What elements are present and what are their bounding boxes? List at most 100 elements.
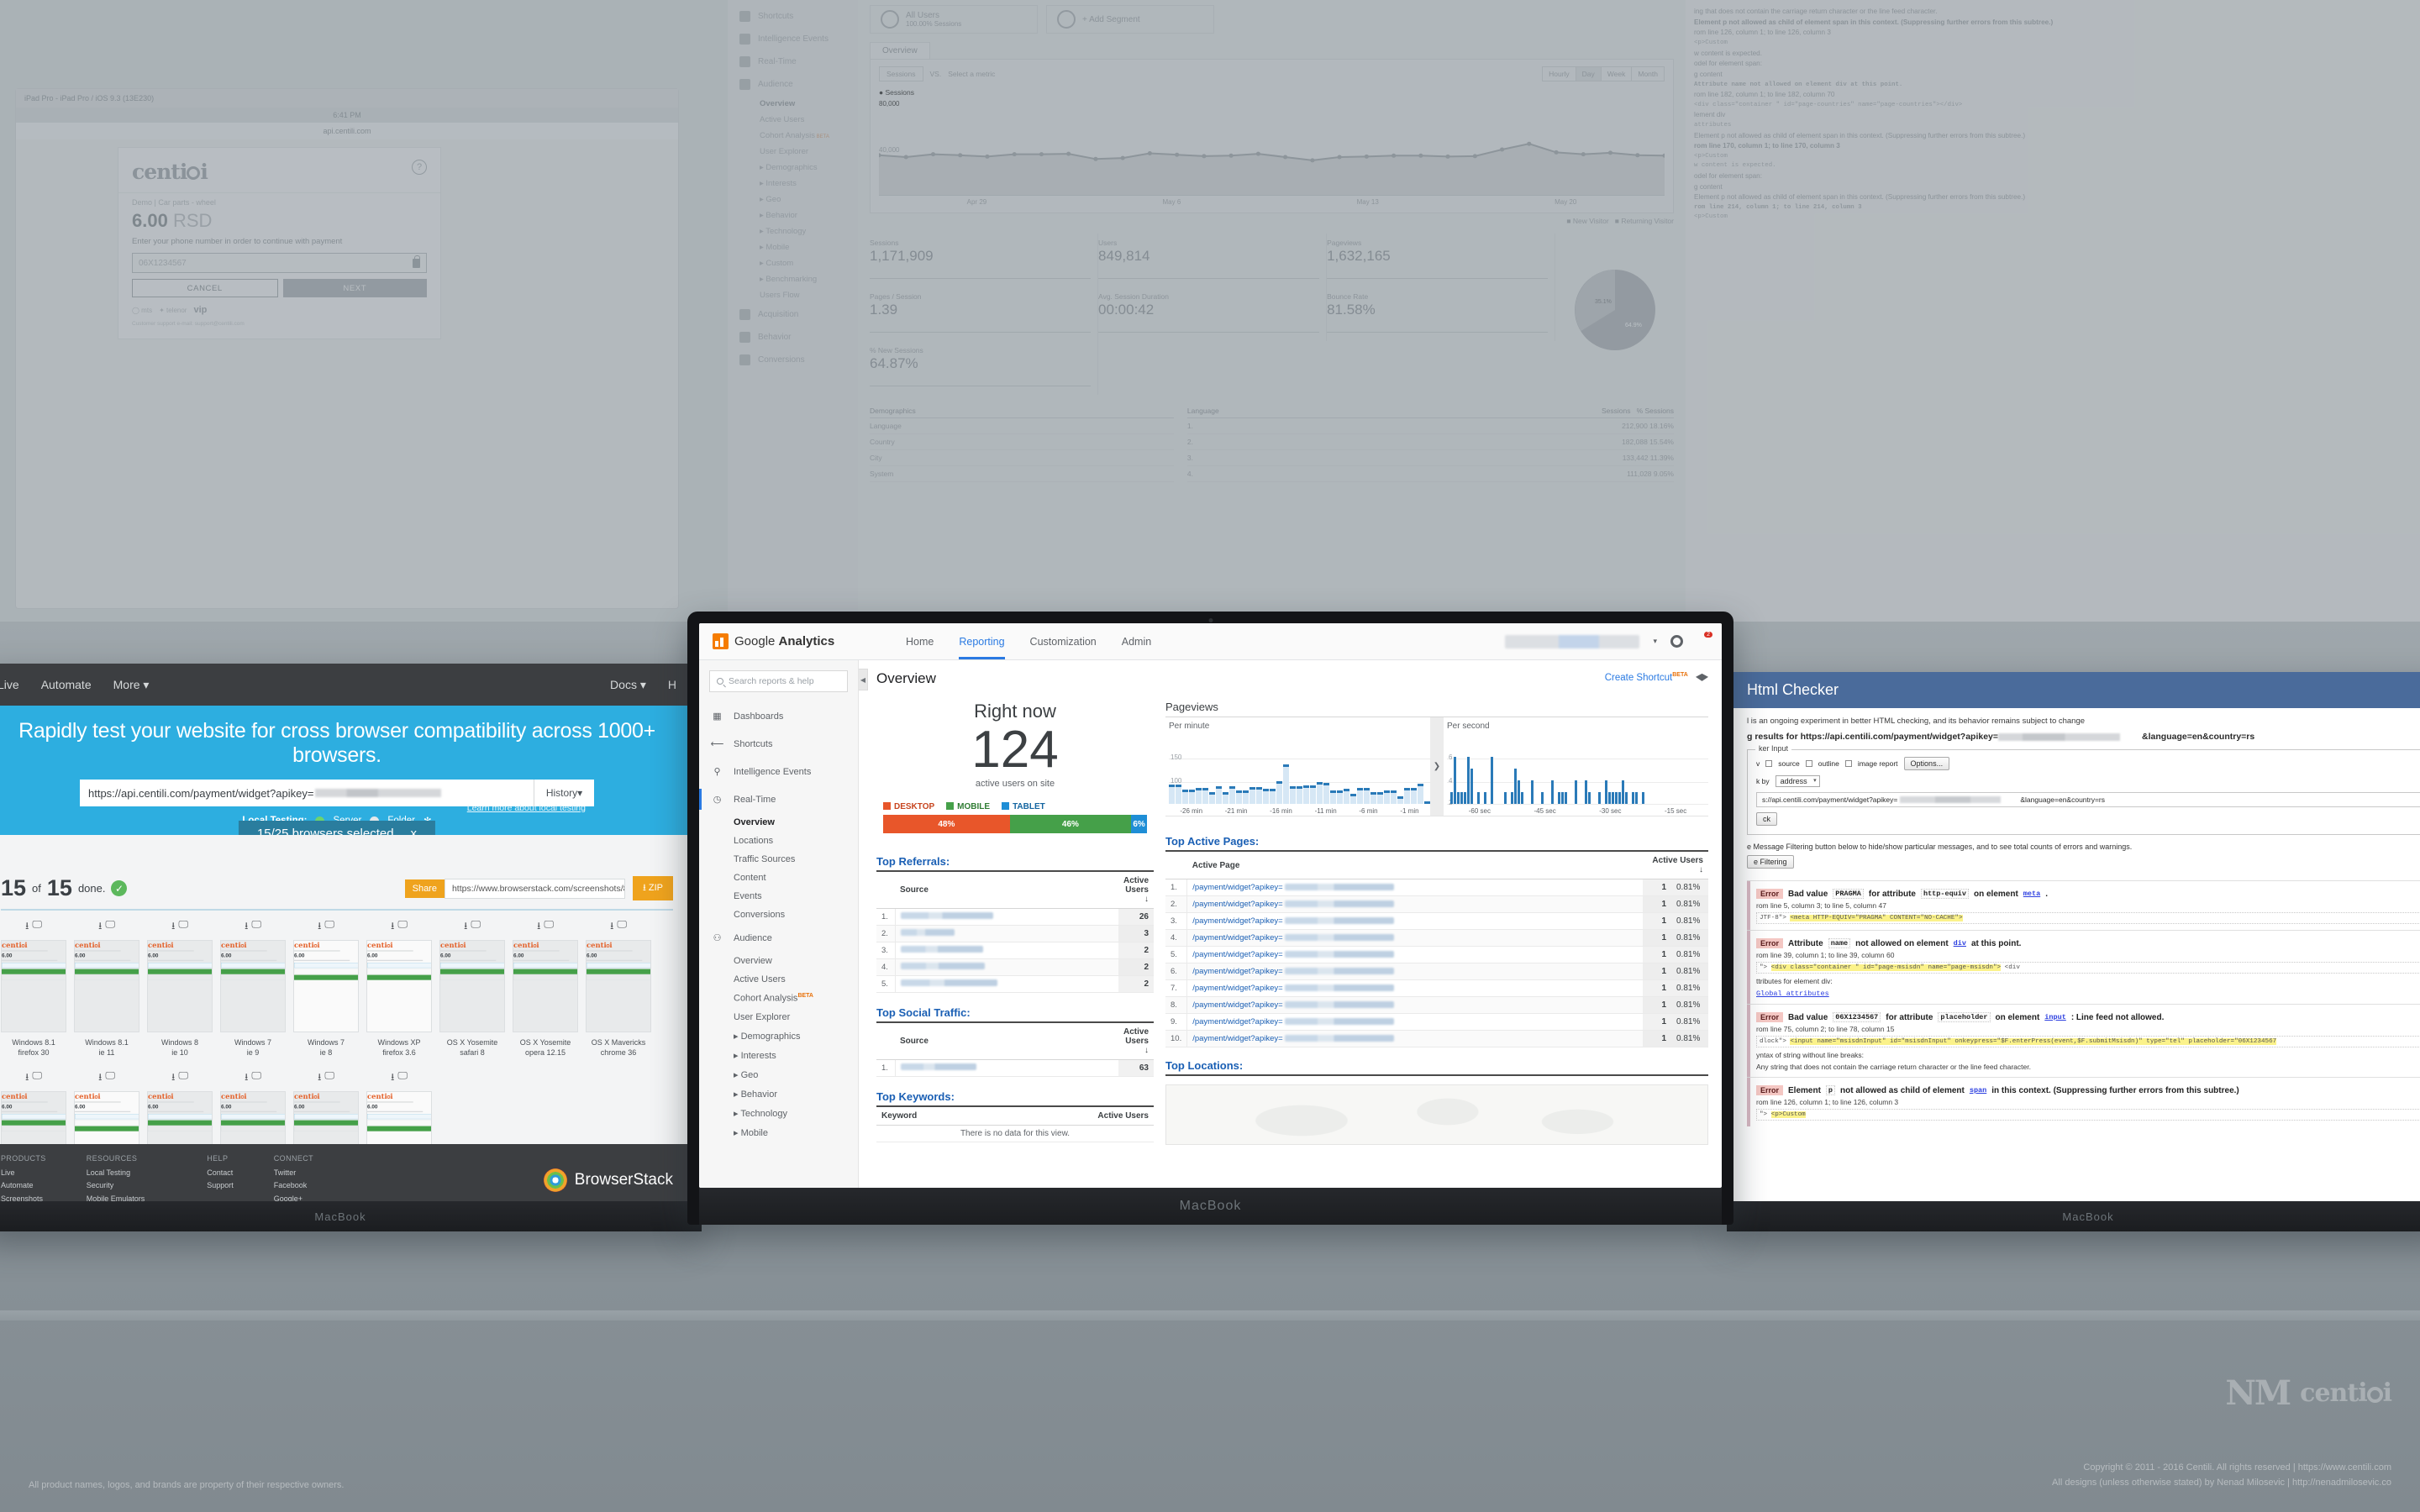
bg-granularity-hourly[interactable]: Hourly (1543, 67, 1576, 81)
footer-link[interactable]: Local Testing (87, 1167, 167, 1179)
bg-sidebar-item-acquisition[interactable]: Acquisition (728, 303, 858, 326)
screenshot-thumbnail[interactable]: centii 6.00 (366, 940, 432, 1032)
footer-link[interactable]: Automate (1, 1179, 46, 1192)
sidebar-subitem-demographics[interactable]: ▸ Demographics (699, 1026, 858, 1046)
bg-segment-all-users[interactable]: All Users 100.00% Sessions (870, 5, 1038, 34)
options-button[interactable]: Options... (1904, 757, 1950, 770)
sidebar-subitem-overview[interactable]: Overview (699, 952, 858, 970)
url-input[interactable]: https://api.centili.com/payment/widget?a… (80, 780, 534, 806)
zip-button[interactable]: ⭳ ZIP (633, 876, 673, 900)
monitor-icon[interactable]: 🖵 (397, 1069, 408, 1087)
gear-icon[interactable] (1670, 635, 1683, 648)
sidebar-subitem-overview[interactable]: Overview (699, 813, 858, 832)
download-icon[interactable]: ⭳ (171, 918, 175, 936)
sidebar-subitem-mobile[interactable]: ▸ Mobile (699, 1123, 858, 1142)
bg-sidebar-item-audience[interactable]: Audience (728, 73, 858, 96)
bg-granularity-group[interactable]: Hourly Day Week Month (1542, 66, 1665, 81)
bell-icon[interactable]: 2 (1697, 636, 1708, 648)
bg-lang-row[interactable]: 4. 111,028 9.05% (1187, 466, 1674, 482)
page-url[interactable]: /payment/widget?apikey= (1192, 1017, 1282, 1026)
monitor-icon[interactable]: 🖵 (105, 1069, 115, 1087)
sidebar-collapse-button[interactable]: ◀ (859, 669, 868, 690)
download-icon[interactable]: ⭳ (25, 918, 29, 936)
bg-sidebar-sub-technology[interactable]: ▸ Technology (728, 223, 858, 239)
sidebar-subitem-content[interactable]: Content (699, 869, 858, 887)
monitor-icon[interactable]: 🖵 (178, 1069, 188, 1087)
monitor-icon[interactable]: 🖵 (178, 918, 188, 936)
download-icon[interactable]: ⭳ (391, 1069, 394, 1087)
footer-link[interactable]: Google+ (274, 1193, 313, 1201)
bg-metric-select[interactable]: Sessions (879, 66, 923, 81)
sidebar-subitem-active-users[interactable]: Active Users (699, 970, 858, 989)
nav-docs[interactable]: Docs ▾ (610, 678, 646, 692)
share-url-field[interactable]: https://www.browserstack.com/screenshots… (445, 879, 625, 899)
chevron-down-icon[interactable]: ▾ (1653, 637, 1657, 646)
message-filtering-button[interactable]: e Filtering (1747, 855, 1794, 869)
screenshot-thumbnail[interactable]: centii 6.00 (1, 940, 66, 1032)
global-attributes-link[interactable]: Global attributes (1756, 990, 1829, 998)
tab-admin[interactable]: Admin (1122, 623, 1151, 659)
source-checkbox[interactable] (1765, 760, 1772, 767)
monitor-icon[interactable]: 🖵 (324, 918, 334, 936)
bg-sidebar-sub-overview[interactable]: Overview (728, 96, 858, 112)
next-button[interactable]: NEXT (283, 279, 428, 297)
address-input[interactable]: s://api.centili.com/payment/widget?apike… (1756, 792, 2420, 807)
sidebar-item-real-time[interactable]: ◷ Real-Time (699, 785, 858, 813)
monitor-icon[interactable]: 🖵 (471, 918, 481, 936)
bg-select-metric[interactable]: Select a metric (948, 70, 995, 78)
sidebar-subitem-conversions[interactable]: Conversions (699, 906, 858, 924)
download-icon[interactable]: ⭳ (98, 918, 102, 936)
bg-sidebar-sub-custom[interactable]: ▸ Custom (728, 255, 858, 271)
bg-demo-row[interactable]: City (870, 450, 1174, 466)
page-url[interactable]: /payment/widget?apikey= (1192, 984, 1282, 993)
download-icon[interactable]: ⭳ (537, 918, 540, 936)
sidebar-subitem-geo[interactable]: ▸ Geo (699, 1065, 858, 1084)
bg-tab-overview[interactable]: Overview (870, 42, 930, 59)
download-icon[interactable]: ⭳ (464, 918, 467, 936)
download-icon[interactable]: ⭳ (318, 918, 321, 936)
sidebar-subitem-interests[interactable]: ▸ Interests (699, 1046, 858, 1065)
monitor-icon[interactable]: 🖵 (544, 918, 554, 936)
error-element-link[interactable]: div (1954, 939, 1966, 948)
sidebar-subitem-traffic-sources[interactable]: Traffic Sources (699, 850, 858, 869)
screenshot-thumbnail[interactable]: centii 6.00 (74, 940, 139, 1032)
page-url[interactable]: /payment/widget?apikey= (1192, 900, 1282, 909)
sidebar-item-audience[interactable]: ⚇ Audience (699, 924, 858, 952)
download-icon[interactable]: ⭳ (98, 1069, 102, 1087)
cancel-button[interactable]: CANCEL (132, 279, 278, 297)
locations-map[interactable] (1165, 1084, 1708, 1145)
bg-sidebar-sub-behavior[interactable]: ▸ Behavior (728, 207, 858, 223)
tab-reporting[interactable]: Reporting (959, 623, 1004, 659)
error-element-link[interactable]: input (2044, 1013, 2066, 1021)
screenshot-thumbnail[interactable]: centii 6.00 (147, 940, 213, 1032)
bg-sidebar-sub-active-users[interactable]: Active Users (728, 112, 858, 128)
sidebar-subitem-cohort-analysis[interactable]: Cohort AnalysisBETA (699, 989, 858, 1008)
footer-link[interactable]: Mobile Emulators (87, 1193, 167, 1201)
image-report-checkbox[interactable] (1845, 760, 1852, 767)
bg-sidebar-item-real-time[interactable]: Real-Time (728, 50, 858, 73)
download-icon[interactable]: ⭳ (245, 1069, 248, 1087)
nav-more[interactable]: More ▾ (113, 678, 150, 692)
search-input[interactable]: Search reports & help (709, 670, 848, 692)
create-shortcut-link[interactable]: Create ShortcutBETA (1605, 672, 1708, 683)
footer-link[interactable]: Contact (207, 1167, 234, 1179)
download-icon[interactable]: ⭳ (25, 1069, 29, 1087)
error-element-link[interactable]: meta (2023, 890, 2040, 898)
bg-add-segment[interactable]: + Add Segment (1046, 5, 1214, 34)
page-url[interactable]: /payment/widget?apikey= (1192, 883, 1282, 892)
bg-granularity-day[interactable]: Day (1576, 67, 1602, 81)
nav-live[interactable]: Live (0, 678, 19, 691)
bg-sidebar-sub-cohort-analysis[interactable]: Cohort Analysis BETA (728, 128, 858, 144)
learn-more-link[interactable]: Learn more about local testing (467, 803, 586, 813)
download-icon[interactable]: ⭳ (245, 918, 248, 936)
page-url[interactable]: /payment/widget?apikey= (1192, 933, 1282, 942)
footer-link[interactable]: Screenshots (1, 1193, 46, 1201)
page-url[interactable]: /payment/widget?apikey= (1192, 1034, 1282, 1043)
download-icon[interactable]: ⭳ (171, 1069, 175, 1087)
bg-sidebar-sub-interests[interactable]: ▸ Interests (728, 176, 858, 192)
monitor-icon[interactable]: 🖵 (105, 918, 115, 936)
page-url[interactable]: /payment/widget?apikey= (1192, 967, 1282, 976)
bg-demo-row[interactable]: Country (870, 434, 1174, 450)
screenshot-thumbnail[interactable]: centii 6.00 (439, 940, 505, 1032)
bg-sidebar-sub-demographics[interactable]: ▸ Demographics (728, 160, 858, 176)
